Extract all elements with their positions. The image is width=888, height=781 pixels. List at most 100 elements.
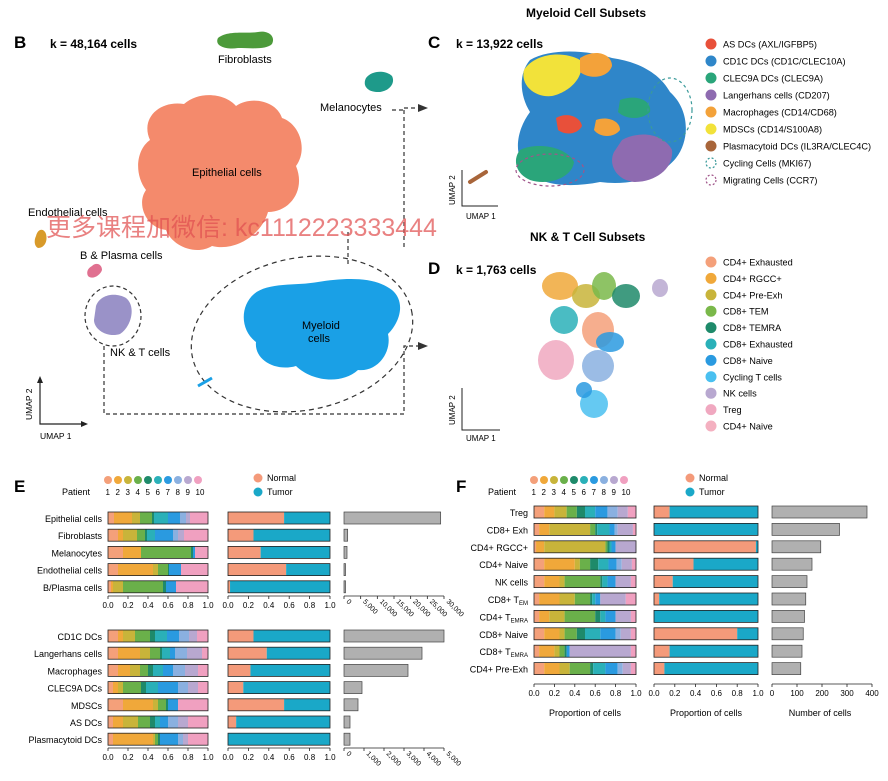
row-label: Langerhans cells	[34, 649, 103, 659]
count-tick-label: 5,000	[445, 750, 462, 767]
patient-segment	[564, 645, 567, 658]
patient-segment	[605, 540, 608, 553]
patient-bar-outline	[107, 629, 209, 643]
panel-b-axis-y-label: UMAP 2	[24, 388, 34, 420]
legend-c-swatch	[705, 89, 717, 101]
patient-swatch	[580, 476, 588, 484]
patient-number: 8	[602, 488, 607, 497]
patient-segment	[166, 580, 176, 593]
patient-segment	[569, 662, 591, 675]
patient-segment	[576, 506, 585, 518]
tumor-segment	[664, 662, 758, 675]
tumor-segment	[230, 580, 330, 593]
patient-swatch	[144, 476, 152, 484]
condition-bar-outline	[653, 662, 759, 675]
patient-segment	[534, 662, 545, 675]
patient-segment	[179, 630, 189, 642]
patient-swatch	[610, 476, 618, 484]
patient-segment	[198, 664, 208, 677]
patient-segment	[187, 647, 202, 660]
row-label: B/Plasma cells	[43, 583, 103, 593]
patient-bar-outline	[107, 580, 209, 594]
patient-segment	[614, 523, 618, 536]
count-bar	[343, 681, 363, 694]
row-label: CD8+ Naive	[479, 630, 528, 640]
patient-segment	[539, 610, 550, 623]
melanocytes-cluster	[364, 71, 394, 92]
patient-segment	[631, 558, 636, 571]
patient-segment	[141, 546, 191, 559]
myeloid-umap	[468, 51, 693, 187]
patient-segment	[617, 662, 623, 675]
count-tick-label: 300	[840, 689, 854, 698]
patient-segment	[108, 716, 113, 728]
tumor-segment	[672, 575, 758, 588]
condition-bar-outline	[653, 523, 759, 536]
count-bar	[343, 646, 423, 660]
patient-segment	[123, 681, 141, 694]
patient-segment	[132, 512, 140, 524]
nk-t-outline	[84, 285, 142, 347]
patient-segment	[188, 681, 198, 694]
patient-segment	[544, 627, 560, 640]
patient-segment	[113, 580, 123, 593]
tumor-segment	[284, 698, 330, 711]
patient-segment	[108, 563, 118, 576]
panel-e-patient-legend: 1 2 3 4 5 6 7 8 9 10 Patient	[62, 476, 205, 497]
proportion-tick-label: 0.4	[142, 753, 154, 762]
count-bar	[343, 528, 349, 542]
patient-segment	[118, 681, 123, 694]
patient-segment	[617, 506, 628, 518]
panel-d-axes	[461, 388, 500, 431]
patient-segment	[630, 575, 636, 588]
patient-segment	[544, 662, 560, 675]
patient-segment	[108, 630, 118, 642]
count-tick-label: 0	[345, 598, 353, 606]
tumor-swatch	[253, 487, 263, 497]
condition-bar-outline	[227, 546, 331, 559]
legend-c-swatch	[705, 106, 717, 118]
patient-segment	[118, 529, 123, 542]
patient-segment	[632, 523, 636, 536]
patient-segment	[130, 664, 140, 677]
patient-segment	[153, 733, 155, 746]
count-bar	[343, 698, 359, 712]
patient-segment	[605, 662, 618, 675]
patient-segment	[611, 540, 616, 553]
tumor-segment	[669, 506, 758, 518]
tumor-label: Tumor	[699, 487, 725, 497]
panel-b-axis-arrow-x	[81, 421, 88, 427]
row-label: CD8+ TEMRA	[480, 647, 528, 659]
patient-segment	[202, 647, 208, 660]
legend-d-label: CD4+ Pre-Exh	[723, 290, 783, 300]
condition-bar-outline	[653, 575, 759, 588]
row-label: Fibroblasts	[58, 531, 103, 541]
patient-segment	[108, 733, 113, 746]
fibroblasts-cluster	[217, 31, 274, 49]
panel-c-axis-y-label: UMAP 2	[448, 175, 457, 205]
patient-segment	[197, 630, 208, 642]
legend-d-swatch	[705, 420, 717, 432]
patient-bar-outline	[533, 540, 637, 554]
count-bar	[343, 580, 346, 594]
row-label: CD4+ TEMRA	[480, 612, 528, 624]
patient-segment	[178, 698, 208, 711]
patient-segment	[123, 546, 141, 559]
patient-segment	[585, 506, 596, 518]
patient-segment	[566, 645, 570, 658]
count-bar	[771, 505, 868, 519]
legend-d-swatch	[705, 289, 717, 301]
patient-segment	[564, 610, 596, 623]
patient-segment	[630, 645, 636, 658]
proportion-tick-label: 0.4	[142, 601, 154, 610]
proportion-tick-label: 0.0	[648, 689, 660, 698]
normal-segment	[654, 645, 670, 658]
patient-segment	[600, 627, 616, 640]
patient-segment	[622, 662, 631, 675]
count-bar	[343, 563, 346, 576]
patient-number: 3	[126, 488, 131, 497]
patient-bar-outline	[107, 732, 209, 746]
proportion-tick-label: 1.0	[324, 601, 336, 610]
legend-c-swatch	[705, 55, 717, 67]
patient-segment	[154, 512, 168, 524]
